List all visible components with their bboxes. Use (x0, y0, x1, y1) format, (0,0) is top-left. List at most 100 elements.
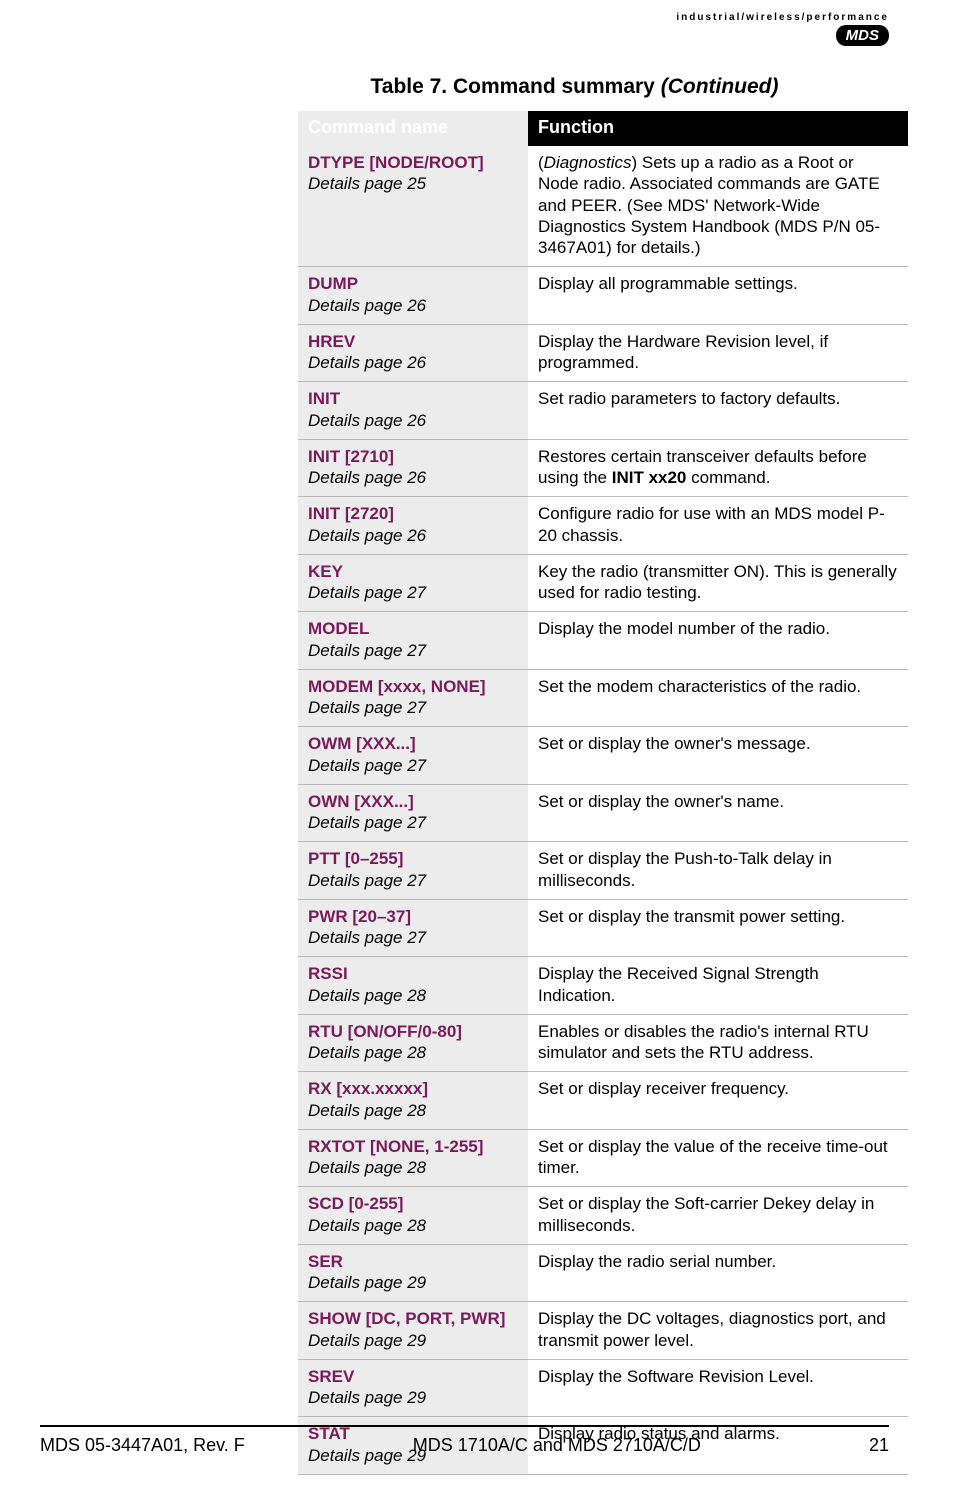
command-details-ref: Details page 28 (308, 1042, 518, 1063)
function-cell: Set or display the owner's name. (528, 784, 908, 842)
command-name: SHOW [DC, PORT, PWR] (308, 1308, 518, 1329)
command-name: MODEM [xxxx, NONE] (308, 676, 518, 697)
fn-text: Display the radio serial number. (538, 1252, 776, 1271)
function-cell: Set or display receiver frequency. (528, 1072, 908, 1130)
table-row: RX [xxx.xxxxx]Details page 28 Set or disp… (298, 1072, 908, 1130)
fn-text: Set or display receiver frequency. (538, 1079, 789, 1098)
function-cell: Set the modem characteristics of the rad… (528, 669, 908, 727)
table-row: INITDetails page 26Set radio parameters … (298, 382, 908, 440)
function-cell: Display all programmable settings. (528, 267, 908, 325)
command-cell: INITDetails page 26 (298, 382, 528, 440)
command-name: OWN [XXX...] (308, 791, 518, 812)
fn-emphasis: Diagnostics (544, 153, 632, 172)
command-cell: RTU [ON/OFF/0-80]Details page 28 (298, 1014, 528, 1072)
command-name: SCD [0-255] (308, 1193, 518, 1214)
command-name: DUMP (308, 273, 518, 294)
command-name: PWR [20–37] (308, 906, 518, 927)
command-name: HREV (308, 331, 518, 352)
fn-text: Display the Received Signal Strength Ind… (538, 964, 819, 1004)
table-row: DUMPDetails page 26 Display all programma… (298, 267, 908, 325)
fn-text: Set or display the owner's message. (538, 734, 811, 753)
table-row: INIT [2720]Details page 26Configure radi… (298, 497, 908, 555)
function-cell: Set radio parameters to factory defaults… (528, 382, 908, 440)
command-details-ref: Details page 29 (308, 1330, 518, 1351)
command-table-wrap: Command name Function DTYPE [NODE/ROOT]D… (298, 111, 908, 1475)
function-cell: Set or display the owner's message. (528, 727, 908, 785)
caption-continued: (Continued) (661, 75, 779, 98)
command-cell: OWN [XXX...]Details page 27 (298, 784, 528, 842)
table-row: MODEM [xxxx, NONE]Details page 27 Set the… (298, 669, 908, 727)
command-cell: DTYPE [NODE/ROOT]Details page 25 (298, 146, 528, 267)
table-row: PWR [20–37]Details page 27Set or display… (298, 899, 908, 957)
command-cell: MODELDetails page 27 (298, 612, 528, 670)
command-cell: RSSIDetails page 28 (298, 957, 528, 1015)
fn-text: Set or display the Soft-carrier Dekey de… (538, 1194, 874, 1234)
command-cell: DUMPDetails page 26 (298, 267, 528, 325)
footer-left: MDS 05-3447A01, Rev. F (40, 1435, 245, 1456)
fn-text: Set the modem characteristics of the rad… (538, 677, 861, 696)
command-name: RX [xxx.xxxxx] (308, 1078, 518, 1099)
command-details-ref: Details page 27 (308, 640, 518, 661)
command-name: MODEL (308, 618, 518, 639)
fn-text: Key the radio (transmitter ON). This is … (538, 562, 897, 602)
footer-right: 21 (869, 1435, 889, 1456)
fn-text: Set or display the owner's name. (538, 792, 784, 811)
col-header-function: Function (528, 111, 908, 146)
function-cell: Set or display the Soft-carrier Dekey de… (528, 1187, 908, 1245)
command-cell: SCD [0-255]Details page 28 (298, 1187, 528, 1245)
fn-text: Enables or disables the radio's internal… (538, 1022, 869, 1062)
command-cell: OWM [XXX...]Details page 27 (298, 727, 528, 785)
function-cell: Display the Received Signal Strength Ind… (528, 957, 908, 1015)
brand-logo: industrial/wireless/performance MDS (676, 12, 889, 46)
fn-text: command. (686, 468, 770, 487)
function-cell: Display the radio serial number. (528, 1244, 908, 1302)
function-cell: Display the Software Revision Level. (528, 1359, 908, 1417)
function-cell: Display the model number of the radio. (528, 612, 908, 670)
command-details-ref: Details page 28 (308, 1215, 518, 1236)
command-cell: RX [xxx.xxxxx]Details page 28 (298, 1072, 528, 1130)
command-details-ref: Details page 26 (308, 410, 518, 431)
fn-text: Display the DC voltages, diagnostics por… (538, 1309, 886, 1349)
table-row: OWN [XXX...]Details page 27 Set or displa… (298, 784, 908, 842)
table-row: SCD [0-255]Details page 28Set or display… (298, 1187, 908, 1245)
table-row: INIT [2710]Details page 26Restores certa… (298, 439, 908, 497)
command-name: KEY (308, 561, 518, 582)
function-cell: Set or display the transmit power settin… (528, 899, 908, 957)
command-details-ref: Details page 26 (308, 467, 518, 488)
table-row: RTU [ON/OFF/0-80]Details page 28Enables … (298, 1014, 908, 1072)
footer-center: MDS 1710A/C and MDS 2710A/C/D (413, 1435, 701, 1456)
command-cell: INIT [2710]Details page 26 (298, 439, 528, 497)
table-row: RXTOT [NONE, 1-255]Details page 28Set or… (298, 1129, 908, 1187)
table-row: SREVDetails page 29 Display the Software … (298, 1359, 908, 1417)
table-body: DTYPE [NODE/ROOT]Details page 25(Diagnos… (298, 146, 908, 1474)
command-name: RTU [ON/OFF/0-80] (308, 1021, 518, 1042)
page-container: industrial/wireless/performance MDS Tabl… (0, 0, 979, 1492)
command-name: INIT (308, 388, 518, 409)
command-name: OWM [XXX...] (308, 733, 518, 754)
caption-main: Table 7. Command summary (371, 75, 661, 98)
command-name: INIT [2710] (308, 446, 518, 467)
fn-text: Display the Hardware Revision level, if … (538, 332, 828, 372)
command-details-ref: Details page 27 (308, 697, 518, 718)
table-row: PTT [0–255]Details page 27Set or display… (298, 842, 908, 900)
command-cell: SHOW [DC, PORT, PWR]Details page 29 (298, 1302, 528, 1360)
function-cell: Display the Hardware Revision level, if … (528, 324, 908, 382)
function-cell: Configure radio for use with an MDS mode… (528, 497, 908, 555)
function-cell: (Diagnostics) Sets up a radio as a Root … (528, 146, 908, 267)
command-name: RSSI (308, 963, 518, 984)
command-name: SER (308, 1251, 518, 1272)
command-details-ref: Details page 29 (308, 1387, 518, 1408)
command-name: SREV (308, 1366, 518, 1387)
fn-text: Display all programmable settings. (538, 274, 798, 293)
table-row: HREVDetails page 26Display the Hardware … (298, 324, 908, 382)
table-row: MODELDetails page 27Display the model nu… (298, 612, 908, 670)
function-cell: Set or display the Push-to-Talk delay in… (528, 842, 908, 900)
command-name: RXTOT [NONE, 1-255] (308, 1136, 518, 1157)
col-header-command: Command name (298, 111, 528, 146)
table-row: KEYDetails page 27Key the radio (transmi… (298, 554, 908, 612)
page-footer: MDS 05-3447A01, Rev. F MDS 1710A/C and M… (40, 1425, 889, 1456)
command-cell: INIT [2720]Details page 26 (298, 497, 528, 555)
command-details-ref: Details page 26 (308, 525, 518, 546)
command-details-ref: Details page 27 (308, 870, 518, 891)
function-cell: Enables or disables the radio's internal… (528, 1014, 908, 1072)
